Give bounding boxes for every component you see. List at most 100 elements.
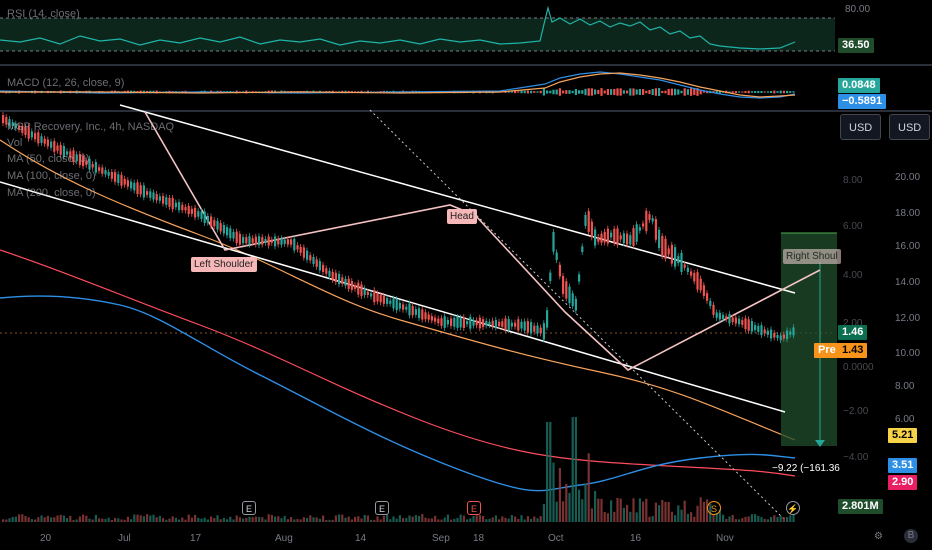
- candle: [619, 235, 622, 240]
- head-label[interactable]: Head: [447, 209, 477, 224]
- candle: [24, 127, 27, 135]
- earnings-marker-3[interactable]: E: [467, 501, 481, 515]
- candle: [642, 223, 645, 227]
- candle: [789, 331, 792, 335]
- time-axis-label: Nov: [716, 533, 734, 544]
- volume-bar: [219, 519, 222, 522]
- candle: [46, 139, 49, 147]
- candle: [302, 247, 305, 258]
- volume-bar: [424, 517, 427, 522]
- volume-bar: [526, 516, 529, 522]
- candle: [322, 264, 325, 272]
- volume-bar: [5, 519, 8, 522]
- volume-bar: [190, 517, 193, 522]
- volume-bar: [510, 515, 513, 522]
- candle: [485, 321, 488, 326]
- candle: [504, 318, 507, 330]
- macd-histogram-bar: [533, 91, 536, 93]
- volume-bar: [363, 514, 366, 522]
- candle: [101, 167, 104, 174]
- candle: [238, 233, 241, 245]
- candle: [475, 320, 478, 326]
- currency-button-right[interactable]: USD: [889, 114, 931, 140]
- volume-bar: [686, 513, 689, 522]
- ma200-line: [0, 295, 796, 492]
- volume-bar: [670, 511, 673, 522]
- candle: [766, 330, 769, 335]
- candle: [744, 318, 747, 330]
- candle: [424, 312, 427, 320]
- candle: [165, 197, 168, 205]
- volume-bar: [174, 517, 177, 522]
- candle: [776, 335, 779, 339]
- macd-histogram-bar: [510, 91, 513, 93]
- candle: [728, 314, 731, 324]
- volume-bar: [107, 517, 110, 522]
- volume-bar: [786, 517, 789, 522]
- price-scale-tick: 12.00: [895, 313, 921, 324]
- volume-bar: [504, 517, 507, 522]
- volume-bar: [514, 516, 517, 522]
- currency-button-left[interactable]: USD: [840, 114, 882, 140]
- volume-bar: [350, 519, 353, 522]
- lightning-icon[interactable]: ⚡: [786, 501, 800, 515]
- candle: [338, 273, 341, 285]
- candle: [56, 145, 59, 151]
- macd-histogram-bar: [568, 90, 571, 94]
- earnings-marker-1[interactable]: E: [242, 501, 256, 515]
- volume-bar: [408, 515, 411, 522]
- volume-bar: [776, 517, 779, 522]
- volume-bar: [56, 515, 59, 522]
- split-marker[interactable]: S: [707, 501, 721, 515]
- volume-bar: [587, 453, 590, 522]
- volume-bar: [418, 515, 421, 522]
- main-legend-vol: Vol: [7, 137, 23, 149]
- volume-bar: [235, 515, 238, 522]
- macd-histogram-bar: [651, 88, 654, 96]
- candle: [264, 239, 267, 243]
- right-shoulder-label[interactable]: Right Shoul: [783, 249, 841, 264]
- left-shoulder-label[interactable]: Left Shoulder: [191, 257, 257, 272]
- macd-histogram-bar: [632, 88, 635, 96]
- candle: [251, 238, 254, 243]
- candle: [648, 214, 651, 220]
- macd-histogram-bar: [616, 88, 619, 96]
- b-icon[interactable]: B: [904, 529, 918, 543]
- volume-bar: [181, 517, 184, 522]
- volume-bar: [613, 511, 616, 522]
- candle: [706, 293, 709, 301]
- macd-histogram-bar: [734, 90, 737, 94]
- candle: [568, 286, 571, 304]
- candle: [421, 309, 424, 320]
- main-legend-ma50: MA (50, close, 0): [7, 153, 90, 165]
- candle: [107, 171, 110, 176]
- candle: [594, 229, 597, 246]
- macd-histogram-bar: [658, 88, 661, 96]
- macd-histogram-bar: [539, 90, 542, 94]
- candle: [286, 239, 289, 245]
- earnings-marker-2[interactable]: E: [375, 501, 389, 515]
- volume-bar: [699, 497, 702, 522]
- gear-icon[interactable]: ⚙: [874, 531, 883, 542]
- candle: [696, 272, 699, 290]
- candle: [261, 237, 264, 245]
- time-axis-label: Aug: [275, 533, 293, 544]
- macd-histogram-bar: [776, 91, 779, 93]
- candle: [254, 236, 257, 245]
- candle: [414, 309, 417, 315]
- candle: [72, 150, 75, 163]
- volume-bar: [258, 517, 261, 522]
- volume-bar: [133, 514, 136, 522]
- volume-bar: [520, 515, 523, 522]
- volume-bar: [155, 517, 158, 522]
- candle: [216, 220, 219, 230]
- candle: [462, 317, 465, 329]
- last-price-badge: 1.46: [838, 325, 868, 340]
- candle: [133, 182, 136, 191]
- candle: [200, 211, 203, 219]
- volume-bar: [472, 516, 475, 522]
- candle: [197, 211, 200, 217]
- volume-bar: [347, 516, 350, 522]
- volume-bar: [584, 483, 587, 522]
